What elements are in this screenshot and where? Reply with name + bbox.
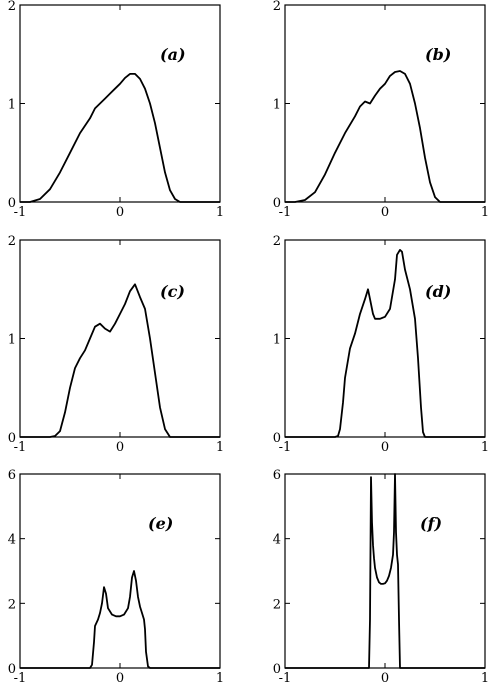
y-tick-label: 0 <box>273 662 281 677</box>
y-tick-label: 2 <box>273 597 281 612</box>
y-tick-label: 1 <box>8 98 16 113</box>
y-tick-label: 2 <box>8 597 16 612</box>
series-line <box>20 570 220 669</box>
series-line <box>20 73 220 203</box>
y-tick-label: 0 <box>8 662 16 677</box>
y-tick-label: 0 <box>8 431 16 446</box>
plot-frame <box>284 4 486 203</box>
panel-label: (a) <box>160 45 186 64</box>
panel-label: (b) <box>425 45 451 64</box>
plot-frame <box>19 4 221 203</box>
y-tick-label: 0 <box>273 196 281 211</box>
x-tick-label: 1 <box>481 205 488 220</box>
x-tick-label: 0 <box>116 671 124 686</box>
x-tick-label: 0 <box>381 440 389 455</box>
plot-frame <box>284 239 486 438</box>
x-tick-label: -1 <box>279 671 292 686</box>
y-tick-label: 2 <box>273 0 281 14</box>
y-tick-label: 2 <box>273 234 281 249</box>
y-tick-label: 2 <box>8 234 16 249</box>
panel-label: (e) <box>148 514 173 533</box>
x-tick-label: 1 <box>216 671 224 686</box>
series-line <box>285 473 485 669</box>
y-tick-label: 4 <box>273 533 281 548</box>
series-line <box>20 283 220 438</box>
y-tick-label: 0 <box>273 431 281 446</box>
x-tick-label: 1 <box>481 671 488 686</box>
series-line <box>285 70 485 203</box>
plot-frame <box>19 239 221 438</box>
x-tick-label: -1 <box>279 205 292 220</box>
x-tick-label: 0 <box>116 205 124 220</box>
y-tick-label: 4 <box>8 533 16 548</box>
plot-frame <box>284 473 486 669</box>
y-tick-label: 6 <box>273 468 281 483</box>
x-tick-label: 1 <box>481 440 488 455</box>
y-tick-label: 1 <box>273 333 281 348</box>
x-tick-label: -1 <box>14 671 27 686</box>
y-tick-label: 2 <box>8 0 16 14</box>
x-tick-label: 1 <box>216 205 224 220</box>
y-tick-label: 0 <box>8 196 16 211</box>
y-tick-label: 1 <box>8 333 16 348</box>
panel-label: (f) <box>420 514 442 533</box>
series-line <box>285 248 485 438</box>
y-tick-label: 6 <box>8 468 16 483</box>
plot-frame <box>19 473 221 669</box>
y-tick-label: 1 <box>273 98 281 113</box>
x-tick-label: -1 <box>14 440 27 455</box>
panel-label: (c) <box>160 282 185 301</box>
x-tick-label: 1 <box>216 440 224 455</box>
x-tick-label: 0 <box>381 671 389 686</box>
x-tick-label: 0 <box>116 440 124 455</box>
panel-label: (d) <box>425 282 451 301</box>
x-tick-label: 0 <box>381 205 389 220</box>
x-tick-label: -1 <box>14 205 27 220</box>
x-tick-label: -1 <box>279 440 292 455</box>
